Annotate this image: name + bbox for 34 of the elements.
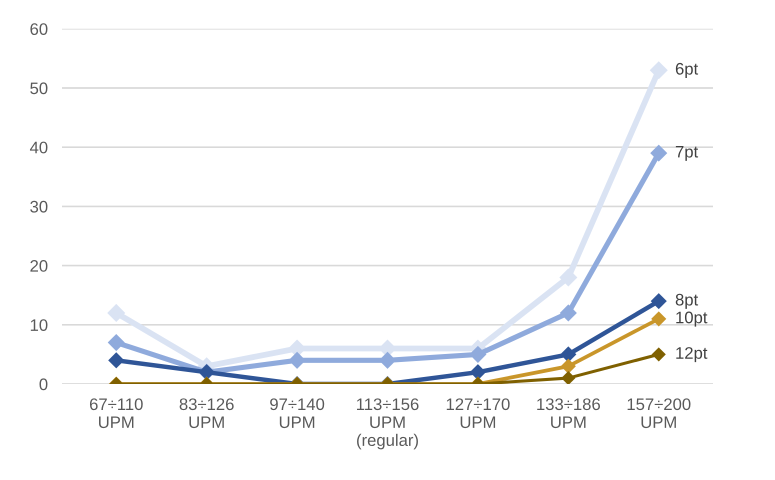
point: [560, 358, 576, 374]
series-label: 6pt: [676, 62, 698, 78]
series-label: 8pt: [676, 294, 698, 309]
x-tick-label: 83÷126 UPM: [180, 398, 234, 428]
point: [108, 334, 125, 352]
point: [469, 346, 486, 363]
point: [107, 304, 126, 322]
point: [470, 364, 486, 380]
y-tick-label: 60: [30, 23, 48, 36]
point: [650, 61, 668, 80]
x-tick-label: 157÷200 UPM: [628, 398, 690, 428]
x-tick-label: 127÷170 UPM: [446, 398, 510, 428]
point: [561, 371, 576, 384]
point: [559, 268, 578, 286]
x-tick-label: 67÷110 UPM: [90, 398, 143, 428]
series-label: 10pt: [676, 312, 708, 327]
y-tick-label: 0: [39, 378, 48, 390]
series-label: 12pt: [676, 347, 708, 362]
series-label: 7pt: [676, 146, 698, 161]
point: [652, 347, 666, 362]
y-tick-label: 40: [30, 142, 48, 154]
point: [560, 304, 577, 322]
y-tick-label: 20: [30, 260, 48, 272]
x-tick-label: 133÷186 UPM: [537, 398, 600, 428]
y-tick-label: 50: [30, 82, 48, 94]
point: [650, 293, 667, 310]
y-tick-label: 10: [30, 319, 48, 332]
y-tick-label: 30: [30, 200, 48, 213]
point: [650, 144, 668, 162]
point: [651, 311, 666, 326]
point: [560, 346, 576, 362]
point: [108, 352, 124, 368]
x-tick-label: 113÷156 UPM (regular): [357, 398, 419, 450]
x-tick-label: 97÷140 UPM: [270, 398, 324, 428]
